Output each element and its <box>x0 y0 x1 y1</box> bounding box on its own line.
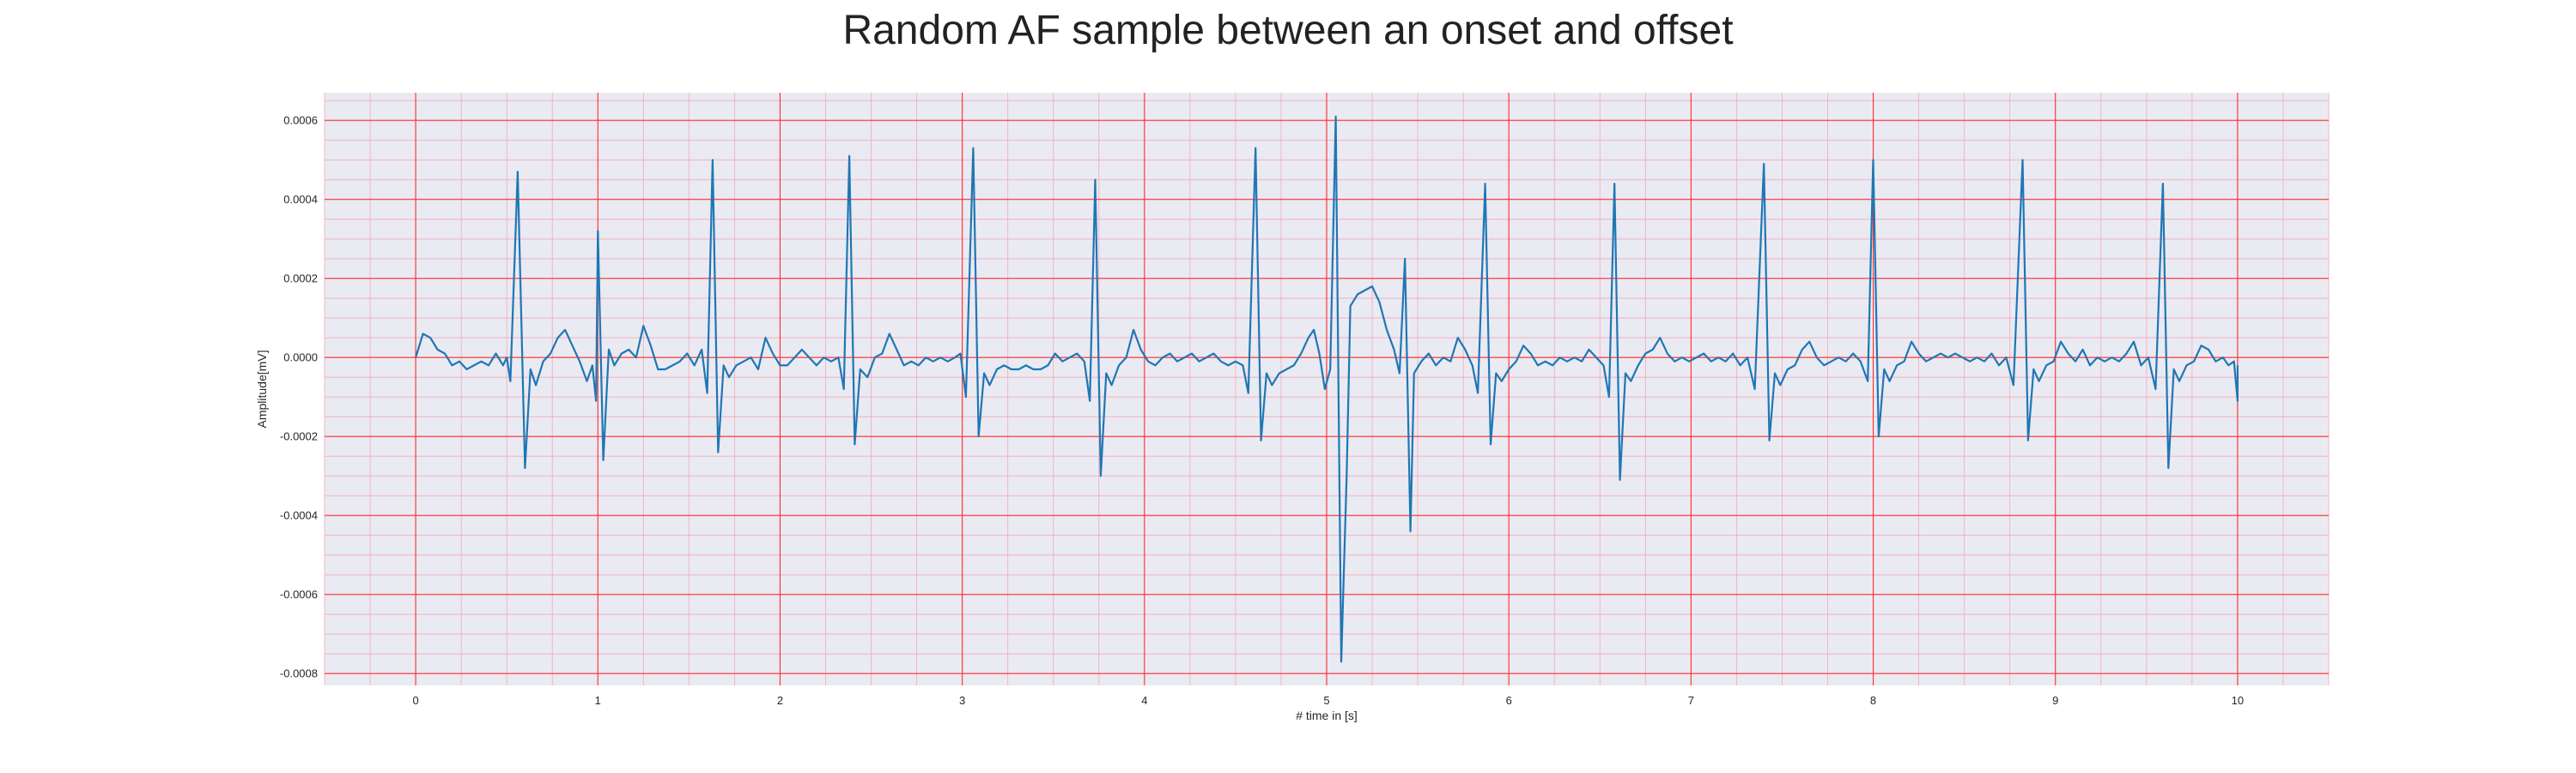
y-tick-label: -0.0002 <box>280 430 318 443</box>
x-tick-label: 2 <box>777 694 783 707</box>
x-axis-ticks: 0 1 2 3 4 5 6 7 8 9 10 <box>412 694 2244 707</box>
x-tick-label: 7 <box>1688 694 1694 707</box>
x-tick-label: 8 <box>1870 694 1876 707</box>
x-tick-label: 0 <box>412 694 418 707</box>
y-tick-label: -0.0008 <box>280 667 318 680</box>
y-axis-label: Amplitude[mV] <box>255 350 269 428</box>
x-tick-label: 6 <box>1506 694 1512 707</box>
chart-title: Random AF sample between an onset and of… <box>842 8 1734 53</box>
x-tick-label: 5 <box>1323 694 1329 707</box>
x-tick-label: 1 <box>595 694 601 707</box>
x-tick-label: 4 <box>1141 694 1147 707</box>
y-tick-label: 0.0000 <box>283 351 318 364</box>
x-tick-label: 9 <box>2052 694 2058 707</box>
y-tick-label: 0.0002 <box>283 272 318 285</box>
y-axis-ticks: -0.0008 -0.0006 -0.0004 -0.0002 0.0000 0.0002… <box>280 114 318 680</box>
x-axis-label: # time in [s] <box>1296 709 1358 722</box>
y-tick-label: 0.0004 <box>283 193 318 206</box>
y-tick-label: -0.0006 <box>280 588 318 601</box>
y-tick-label: -0.0004 <box>280 509 318 522</box>
x-tick-label: 10 <box>2232 694 2244 707</box>
y-tick-label: 0.0006 <box>283 114 318 127</box>
signal-line <box>415 115 2239 663</box>
x-tick-label: 3 <box>959 694 965 707</box>
